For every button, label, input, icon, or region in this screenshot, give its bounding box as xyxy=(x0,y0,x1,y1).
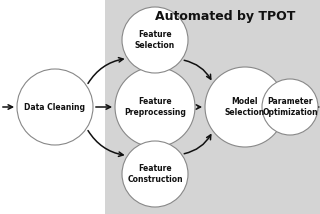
Text: Feature
Construction: Feature Construction xyxy=(127,164,183,184)
Ellipse shape xyxy=(262,79,318,135)
Text: Model
Selection: Model Selection xyxy=(225,97,265,117)
Text: Data Cleaning: Data Cleaning xyxy=(25,103,85,111)
Bar xyxy=(105,0,320,214)
Ellipse shape xyxy=(122,141,188,207)
Ellipse shape xyxy=(122,7,188,73)
Ellipse shape xyxy=(205,67,285,147)
Ellipse shape xyxy=(115,67,195,147)
Ellipse shape xyxy=(17,69,93,145)
Text: Feature
Preprocessing: Feature Preprocessing xyxy=(124,97,186,117)
Text: Parameter
Optimization: Parameter Optimization xyxy=(262,97,318,117)
Text: Feature
Selection: Feature Selection xyxy=(135,30,175,50)
Text: Automated by TPOT: Automated by TPOT xyxy=(155,10,295,23)
